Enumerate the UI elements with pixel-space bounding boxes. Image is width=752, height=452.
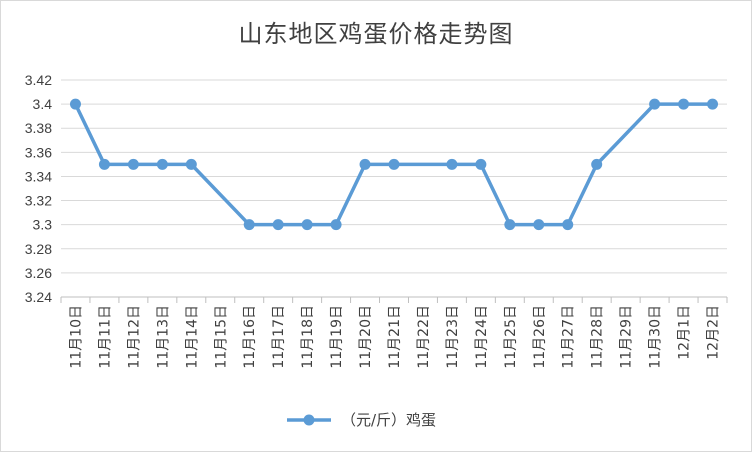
data-point xyxy=(707,98,719,110)
data-point xyxy=(649,98,661,110)
x-tick-label: 11月18日 xyxy=(300,305,316,369)
y-tick-label: 3.38 xyxy=(25,120,52,136)
x-tick-label: 11月25日 xyxy=(503,305,519,369)
data-point xyxy=(127,158,139,170)
data-point xyxy=(533,219,545,231)
data-point xyxy=(330,219,342,231)
data-point xyxy=(591,158,603,170)
x-tick-label: 11月15日 xyxy=(213,305,229,369)
data-point xyxy=(301,219,313,231)
y-tick-label: 3.42 xyxy=(25,72,52,88)
x-tick-label: 12月2日 xyxy=(706,305,722,360)
y-tick-label: 3.36 xyxy=(25,144,52,160)
legend-label: （元/斤）鸡蛋 xyxy=(341,411,436,429)
x-tick-label: 11月14日 xyxy=(184,305,200,369)
x-tick-label: 11月12日 xyxy=(126,305,142,369)
x-tick-label: 11月29日 xyxy=(619,305,635,369)
x-tick-label: 11月19日 xyxy=(329,305,345,369)
x-tick-label: 11月30日 xyxy=(648,305,664,369)
y-tick-label: 3.28 xyxy=(25,241,52,257)
x-tick-label: 11月10日 xyxy=(68,305,84,369)
data-point xyxy=(504,219,516,231)
x-tick-label: 11月11日 xyxy=(97,305,113,369)
x-tick-label: 11月16日 xyxy=(242,305,258,369)
x-tick-label: 11月23日 xyxy=(445,305,461,369)
y-tick-label: 3.26 xyxy=(25,265,52,281)
data-point xyxy=(678,98,690,110)
y-tick-label: 3.4 xyxy=(33,96,53,112)
series-egg-price xyxy=(69,98,719,231)
x-tick-label: 11月22日 xyxy=(416,305,432,369)
data-point xyxy=(562,219,574,231)
data-point xyxy=(69,98,81,110)
x-tick-label: 11月21日 xyxy=(387,305,403,369)
y-tick-labels: 3.24 3.26 3.28 3.3 3.32 3.34 3.36 3.38 3.4 3.42 xyxy=(25,72,52,305)
data-point xyxy=(243,219,255,231)
data-point xyxy=(272,219,284,231)
data-point xyxy=(388,158,400,170)
x-tick-label: 11月17日 xyxy=(271,305,287,369)
data-point xyxy=(475,158,487,170)
x-tick-label: 11月13日 xyxy=(155,305,171,369)
x-tick-label: 11月26日 xyxy=(532,305,548,369)
legend: （元/斤）鸡蛋 xyxy=(287,411,436,429)
data-point xyxy=(446,158,458,170)
data-point xyxy=(359,158,371,170)
data-point xyxy=(156,158,168,170)
chart-title: 山东地区鸡蛋价格走势图 xyxy=(238,20,514,48)
x-tick-label: 11月28日 xyxy=(590,305,606,369)
gridlines xyxy=(61,79,727,298)
legend-point-marker xyxy=(303,414,315,426)
y-tick-label: 3.24 xyxy=(25,289,52,305)
x-tick-label: 12月1日 xyxy=(677,305,693,360)
x-axis xyxy=(60,296,728,303)
data-point xyxy=(185,158,197,170)
y-tick-label: 3.34 xyxy=(25,168,52,184)
data-point xyxy=(98,158,110,170)
y-tick-label: 3.3 xyxy=(33,217,53,233)
y-tick-label: 3.32 xyxy=(25,193,52,209)
x-tick-labels: 11月10日 11月11日 11月12日 11月13日 11月14日 11月15日 11月1… xyxy=(68,305,721,369)
x-tick-label: 11月24日 xyxy=(474,305,490,369)
x-tick-label: 11月27日 xyxy=(561,305,577,369)
x-tick-label: 11月20日 xyxy=(358,305,374,369)
